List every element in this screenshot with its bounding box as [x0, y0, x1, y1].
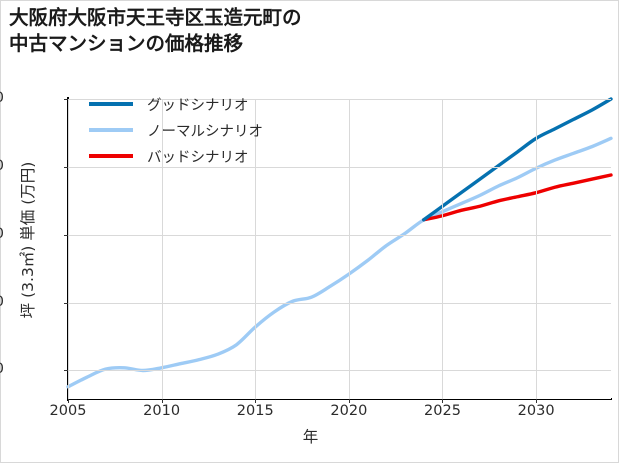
x-tick-mark [348, 399, 350, 403]
y-tick-label: 100 [0, 361, 4, 377]
x-tick-label: 2010 [143, 403, 181, 419]
gridline-horizontal [68, 99, 611, 100]
gridline-vertical [348, 99, 350, 399]
x-tick-label: 2025 [424, 403, 461, 419]
legend-swatch-good-icon [89, 102, 133, 106]
x-tick-label: 2005 [49, 403, 87, 419]
gridline-horizontal [68, 166, 611, 168]
series-layer [66, 97, 613, 389]
legend-item-normal: ノーマルシナリオ [89, 117, 263, 143]
y-tick-mark [64, 234, 68, 236]
x-tick-label: 2020 [330, 403, 368, 419]
series-line [422, 173, 613, 222]
y-tick-mark [64, 99, 68, 100]
legend-swatch-bad-icon [89, 154, 133, 158]
gridline-vertical [442, 99, 444, 399]
x-tick-mark [161, 399, 163, 403]
y-tick-mark [64, 302, 68, 304]
x-tick-mark [68, 399, 69, 403]
gridline-vertical [161, 99, 163, 399]
x-tick-mark [536, 399, 538, 403]
plot-area [64, 97, 613, 403]
gridline-vertical [255, 99, 257, 399]
x-tick-label: 2015 [236, 403, 274, 419]
gridline-vertical [536, 99, 538, 399]
page-title: 大阪府大阪市天王寺区玉造元町の 中古マンションの価格推移 [9, 6, 302, 55]
gridline-horizontal [68, 234, 611, 236]
legend-swatch-normal-icon [89, 128, 133, 132]
series-line [422, 97, 613, 222]
legend-label-good: グッドシナリオ [147, 97, 249, 114]
legend-item-bad: バッドシナリオ [89, 143, 263, 169]
x-axis-spine [67, 398, 612, 400]
legend-item-good: グッドシナリオ [89, 91, 263, 117]
legend-label-bad: バッドシナリオ [147, 149, 249, 166]
y-tick-mark [64, 166, 68, 168]
y-tick-label: 200 [0, 226, 4, 242]
x-axis-label: 年 [302, 428, 319, 446]
gridline-horizontal [68, 370, 611, 372]
gridline-vertical [68, 99, 69, 399]
y-tick-label: 150 [0, 294, 4, 310]
x-tick-mark [255, 399, 257, 403]
x-tick-mark [442, 399, 444, 403]
gridline-horizontal [68, 302, 611, 304]
series-line [66, 136, 613, 389]
y-axis-label: 坪 (3.3㎡) 単価 (万円) [19, 161, 37, 319]
y-tick-label: 300 [0, 90, 4, 106]
x-tick-label: 2030 [517, 403, 555, 419]
y-tick-label: 250 [0, 158, 4, 174]
legend-label-normal: ノーマルシナリオ [147, 123, 263, 140]
y-tick-mark [64, 370, 68, 372]
legend: グッドシナリオ ノーマルシナリオ バッドシナリオ [89, 91, 263, 169]
